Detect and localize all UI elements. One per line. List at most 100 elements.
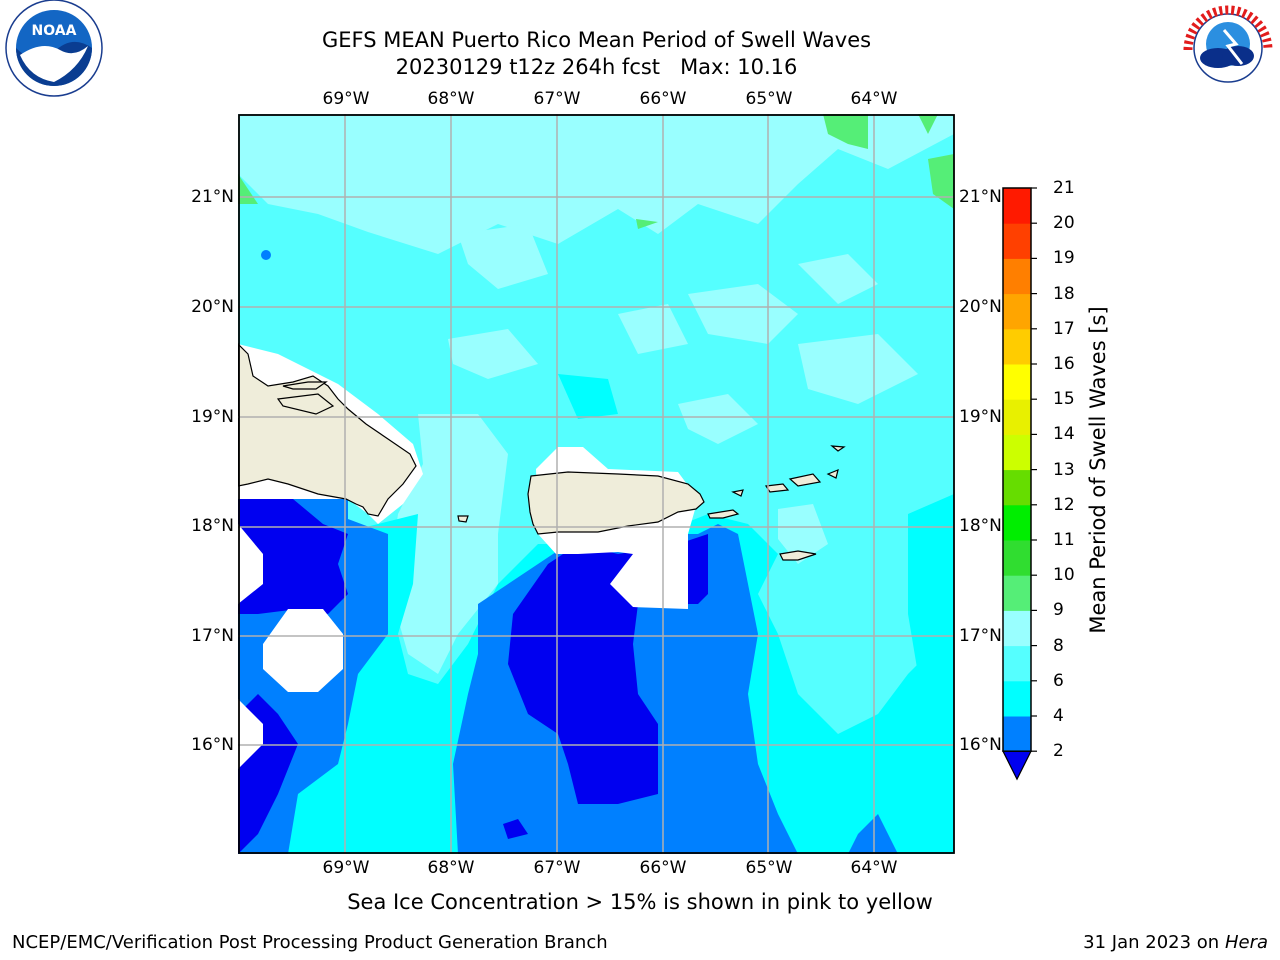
lat-label-left: 20°N [191, 297, 234, 317]
colorbar-tick-label: 9 [1053, 600, 1064, 621]
land-virgin-islands-2 [788, 473, 822, 487]
contour-9-10-ne [823, 114, 868, 149]
contour-below-2-dot-nw [261, 250, 271, 260]
land-puerto-rico [527, 471, 705, 535]
contour-8-9-d [618, 304, 688, 354]
lon-label-bottom: 68°W [427, 858, 475, 878]
contour-below-2-small [503, 819, 528, 839]
land-st-croix [779, 550, 817, 561]
sea-ice-caption: Sea Ice Concentration > 15% is shown in … [347, 890, 933, 914]
colorbar-label: Mean Period of Swell Waves [s] [1086, 306, 1110, 634]
colorbar-band [1003, 188, 1031, 224]
lon-label-top: 68°W [427, 89, 475, 109]
lat-label-left: 19°N [191, 407, 234, 427]
colorbar-tick-label: 17 [1053, 318, 1075, 339]
colorbar-band [1003, 469, 1031, 506]
contour-9-10-c [636, 219, 658, 229]
nws-logo-icon [1182, 2, 1274, 94]
contour-8-9-b [688, 284, 798, 344]
map-frame [238, 114, 955, 854]
colorbar-band [1003, 680, 1031, 717]
lon-label-bottom: 64°W [850, 858, 898, 878]
colorbar-band [1003, 540, 1031, 576]
lat-label-left: 18°N [191, 516, 234, 536]
lat-label-right: 16°N [959, 735, 1002, 755]
nodata-west-2 [263, 609, 343, 692]
contour-8-9-e [448, 329, 538, 379]
contour-8-9-f [798, 334, 918, 404]
colorbar-band [1003, 645, 1031, 682]
colorbar-tick-label: 2 [1053, 741, 1064, 762]
colorbar-band [1003, 293, 1031, 330]
lon-label-bottom: 65°W [745, 858, 793, 878]
colorbar-tick-label: 15 [1053, 389, 1075, 410]
lat-label-right: 21°N [959, 187, 1002, 207]
colorbar-tick-label: 4 [1053, 706, 1064, 726]
nodata-west-1 [238, 524, 263, 604]
colorbar-tick-label: 10 [1053, 565, 1075, 586]
lat-label-right: 19°N [959, 407, 1002, 427]
lat-label-right: 18°N [959, 516, 1002, 536]
lon-label-top: 66°W [639, 89, 687, 109]
lat-label-left: 16°N [191, 735, 234, 755]
lat-label-left: 21°N [191, 187, 234, 207]
lon-label-top: 69°W [322, 89, 370, 109]
lon-label-bottom: 67°W [533, 858, 581, 878]
colorbar-under-triangle [1002, 750, 1032, 781]
contour-2-4-se [848, 814, 898, 854]
contour-9-10-ne2 [918, 114, 938, 134]
lon-label-top: 65°W [745, 89, 793, 109]
land-hispaniola-north-coast [282, 381, 328, 390]
noaa-logo-text: NOAA [32, 23, 77, 39]
lon-label-top: 64°W [850, 89, 898, 109]
lat-label-right: 20°N [959, 297, 1002, 317]
lon-label-bottom: 66°W [639, 858, 687, 878]
nodata-west-3 [238, 699, 263, 769]
colorbar-tick-label: 6 [1053, 670, 1064, 691]
land-hispaniola [238, 343, 417, 517]
contour-4-6-east [908, 494, 954, 674]
gridlines [238, 114, 954, 854]
footer-date-text: 31 Jan 2023 on [1083, 932, 1220, 953]
colorbar-tick-label: 19 [1053, 248, 1075, 269]
colorbar-band [1003, 399, 1031, 435]
colorbar-tick-label: 13 [1053, 459, 1075, 480]
noaa-logo-icon: NOAA [5, 0, 103, 97]
footer-branch: NCEP/EMC/Verification Post Processing Pr… [12, 932, 608, 953]
colorbar-band [1003, 223, 1031, 259]
colorbar-tick-label: 8 [1053, 635, 1064, 656]
colorbar-tick-label: 14 [1053, 424, 1075, 445]
land-virgin-islands-1 [764, 483, 790, 493]
footer-date: 31 Jan 2023 on Hera [1083, 932, 1268, 954]
contour-4-6-mid [558, 374, 618, 419]
land-anegada [830, 445, 846, 452]
colorbar-band [1003, 575, 1031, 611]
colorbar-band [1003, 610, 1031, 647]
colorbar-band [1003, 364, 1031, 400]
swell-period-map [238, 114, 955, 854]
land-culebra [731, 489, 744, 497]
contour-8-9-se [778, 504, 828, 564]
colorbar-tick-label: 16 [1053, 354, 1075, 374]
colorbar-band [1003, 434, 1031, 471]
colorbar-tick-label: 18 [1053, 283, 1075, 304]
colorbar-band [1003, 258, 1031, 295]
land-desecheo [457, 515, 469, 523]
contour-8-9-c [798, 254, 878, 304]
contour-9-10-e [928, 154, 954, 209]
colorbar-band [1003, 328, 1031, 365]
land-vieques [707, 509, 740, 519]
map-title: GEFS MEAN Puerto Rico Mean Period of Swe… [321, 28, 872, 52]
contour-8-9-a [458, 224, 548, 289]
contour-8-9-north [238, 114, 954, 254]
footer-machine: Hera [1224, 932, 1268, 953]
lon-label-bottom: 69°W [322, 858, 370, 878]
land-virgin-islands-3 [826, 469, 839, 479]
lat-label-left: 17°N [191, 626, 234, 646]
colorbar-band [1003, 504, 1031, 541]
colorbar-tick-label: 21 [1053, 178, 1075, 198]
colorbar-tick-label: 11 [1053, 530, 1075, 550]
map-subtitle: 20230129 t12z 264h fcst Max: 10.16 [395, 55, 798, 79]
colorbar-band [1003, 716, 1031, 752]
contour-below-2-west [238, 499, 348, 854]
